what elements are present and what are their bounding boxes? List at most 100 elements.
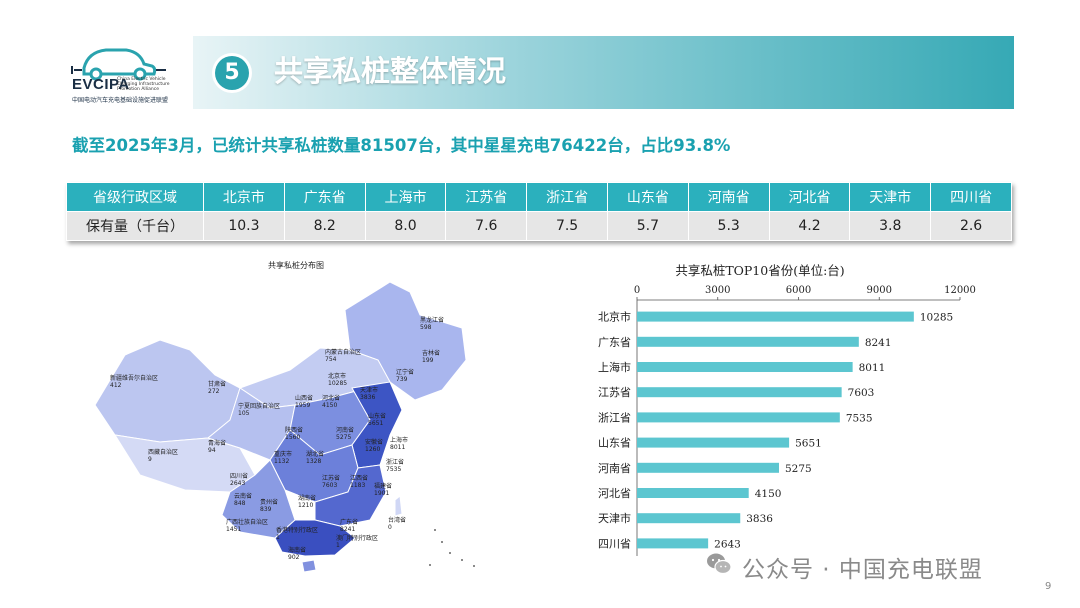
table-value-cell: 7.6 — [445, 211, 528, 241]
bar-value-label: 8241 — [865, 337, 892, 349]
bar-value-label: 10285 — [920, 312, 953, 324]
map-label-value: 9 — [148, 456, 152, 463]
map-label-name: 宁夏回族自治区 — [238, 402, 280, 410]
map-label-name: 甘肃省 — [208, 380, 226, 388]
map-label-value: 1 — [336, 542, 340, 549]
map-label-name: 台湾省 — [388, 516, 406, 524]
x-tick-label: 0 — [634, 285, 640, 296]
table-province-cell: 江苏省 — [445, 182, 528, 212]
map-label-name: 陕西省 — [285, 426, 303, 434]
table-province-cell: 北京市 — [203, 182, 285, 212]
map-label-name: 广东省 — [340, 518, 358, 526]
table-value-cell: 7.5 — [526, 211, 608, 241]
map-region-south — [274, 519, 356, 557]
map-label-name: 吉林省 — [422, 349, 440, 357]
map-label-name: 新疆维吾尔自治区 — [110, 374, 158, 382]
logo-chinese-name: 中国电动汽车充电基础设施促进联盟 — [72, 97, 169, 104]
bar-value-label: 7535 — [846, 412, 873, 424]
x-tick-label: 9000 — [867, 285, 892, 296]
category-label: 江苏省 — [598, 386, 631, 399]
map-label-name: 内蒙古自治区 — [325, 348, 361, 356]
map-label-name: 湖南省 — [298, 494, 316, 502]
map-label-value: 0 — [388, 524, 392, 531]
map-label-value: 7603 — [322, 482, 337, 489]
map-label-name: 香港特别行政区 — [276, 526, 318, 534]
map-label-name: 福建省 — [374, 482, 392, 490]
bar-value-label: 5651 — [795, 438, 822, 450]
bar — [637, 412, 840, 423]
province-table: 省级行政区域 北京市 广东省 上海市 江苏省 浙江省 山东省 河南省 河北省 天… — [66, 182, 1012, 241]
top10-bar-chart: 共享私桩TOP10省份(单位:台) 0 3000 6000 9000 12000 北京市… — [598, 263, 976, 556]
map-label-name: 江苏省 — [322, 474, 340, 482]
bar — [637, 362, 853, 372]
map-label-name: 北京市 — [328, 372, 346, 380]
map-label-value: 1451 — [226, 526, 241, 533]
map-label-value: 1959 — [295, 402, 310, 409]
map-label-value: 5651 — [368, 420, 383, 427]
map-label-value: 2643 — [230, 480, 245, 487]
map-label-name: 湖北省 — [306, 450, 324, 458]
category-label: 北京市 — [598, 310, 631, 324]
map-label-value: 7535 — [386, 466, 401, 473]
map-label-name: 江西省 — [350, 474, 368, 482]
table-value-cell: 3.8 — [849, 211, 932, 241]
map-label-name: 黑龙江省 — [420, 316, 444, 324]
bar — [637, 311, 914, 322]
table-value-cell: 8.2 — [283, 211, 366, 241]
map-label-name: 四川省 — [230, 472, 248, 480]
table-province-cell: 浙江省 — [526, 182, 608, 212]
map-label-value: 1328 — [306, 458, 321, 465]
category-label: 河北省 — [598, 487, 631, 500]
map-label-value: 94 — [208, 447, 216, 454]
map-label-value: 1210 — [298, 502, 313, 509]
wechat-watermark: 公众号 · 中国充电联盟 — [742, 557, 983, 583]
table-row-header: 省级行政区域 — [66, 182, 204, 212]
category-label: 四川省 — [598, 537, 631, 550]
bar-value-label: 3836 — [746, 513, 773, 525]
table-value-cell: 8.0 — [364, 211, 447, 241]
x-tick-label: 3000 — [705, 285, 730, 296]
map-label-value: 1 — [276, 534, 280, 541]
bar-value-label: 5275 — [785, 463, 812, 475]
map-label-name: 澳门特别行政区 — [336, 534, 378, 542]
map-label-name: 重庆市 — [274, 450, 292, 458]
map-label-value: 598 — [420, 324, 432, 331]
category-label: 天津市 — [598, 511, 631, 525]
map-island-dots — [429, 529, 475, 567]
table-value-row: 保有量（千台） 10.3 8.2 8.0 7.6 7.5 5.7 5.3 4.2… — [66, 211, 1012, 241]
map-label-value: 754 — [325, 356, 337, 363]
bar — [637, 488, 749, 498]
category-label: 上海市 — [598, 360, 631, 374]
page-title: 共享私桩整体情况 — [274, 54, 507, 88]
map-label-value: 739 — [396, 376, 408, 383]
logo-subtitle: China Electric Vehicle Charging Infrastr… — [117, 77, 170, 92]
chart-title: 共享私桩TOP10省份(单位:台) — [675, 263, 844, 278]
table-header-row: 省级行政区域 北京市 广东省 上海市 江苏省 浙江省 山东省 河南省 河北省 天… — [66, 182, 1012, 212]
table-value-cell: 4.2 — [768, 211, 851, 241]
table-value-cell: 5.7 — [606, 211, 689, 241]
category-label: 浙江省 — [598, 411, 631, 424]
map-label-value: 272 — [208, 388, 220, 395]
map-label-name: 辽宁省 — [396, 368, 414, 376]
x-tick-label: 6000 — [786, 285, 811, 296]
page-number: 9 — [1045, 581, 1052, 592]
category-label: 广东省 — [598, 336, 631, 349]
map-label-value: 199 — [422, 357, 434, 364]
map-label-value: 1132 — [274, 458, 289, 465]
map-label-name: 西藏自治区 — [148, 448, 178, 456]
table-province-cell: 上海市 — [364, 182, 447, 212]
category-label: 河南省 — [598, 462, 631, 475]
table-province-cell: 四川省 — [930, 182, 1012, 212]
map-label-name: 天津市 — [360, 386, 378, 394]
map-label-value: 105 — [238, 410, 250, 417]
table-province-cell: 河南省 — [687, 182, 770, 212]
map-label-name: 广西壮族自治区 — [226, 518, 268, 526]
map-label-value: 3836 — [360, 394, 375, 401]
bar-value-label: 4150 — [755, 488, 782, 500]
map-label-name: 浙江省 — [386, 458, 404, 466]
map-label-name: 山东省 — [368, 412, 386, 420]
table-province-cell: 天津市 — [849, 182, 932, 212]
table-value-cell: 2.6 — [930, 211, 1012, 241]
bar — [637, 462, 779, 473]
